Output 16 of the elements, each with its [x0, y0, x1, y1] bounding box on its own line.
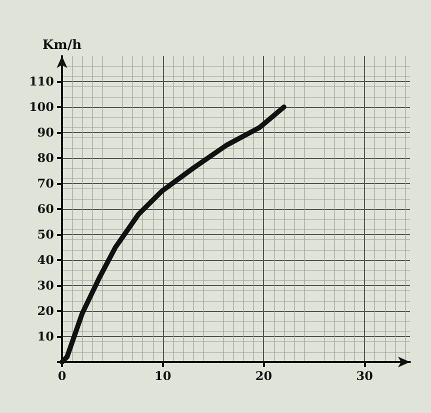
- y-tick-label: 40: [37, 253, 54, 267]
- y-tick-label: 60: [37, 202, 54, 216]
- y-axis-title: Km/h: [42, 38, 82, 53]
- y-tick-label: 80: [37, 151, 54, 165]
- y-tick-label: 10: [37, 330, 54, 344]
- x-tick-label: 0: [58, 369, 66, 383]
- x-tick-label: 30: [356, 369, 373, 383]
- y-tick-label: 100: [28, 100, 54, 114]
- x-tick-label: 10: [154, 369, 172, 383]
- y-tick-label: 70: [37, 176, 54, 190]
- y-tick-label: 20: [37, 304, 54, 318]
- y-tick-label: 90: [37, 126, 54, 140]
- y-tick-label: 110: [28, 74, 54, 88]
- x-tick-label: 20: [255, 369, 272, 383]
- y-tick-label: 50: [37, 228, 54, 242]
- y-tick-label: 30: [37, 278, 54, 292]
